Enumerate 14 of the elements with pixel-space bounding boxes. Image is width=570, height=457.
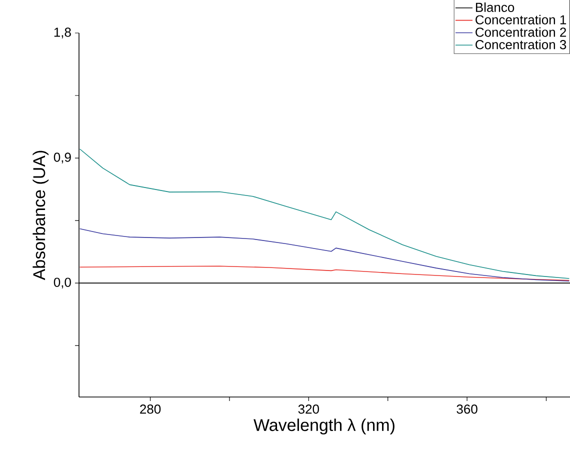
legend-label: Concentration 2 [476,27,566,37]
x-tick-label: 320 [298,404,319,414]
x-axis-title: Wavelength λ (nm) [254,418,394,434]
line-series [79,266,570,281]
legend-label: Concentration 3 [476,40,566,50]
x-tick-label: 280 [140,404,161,414]
legend-label: Concentration 1 [476,14,566,24]
y-tick-label: 0,9 [54,152,71,164]
y-tick-label: 1,8 [54,28,71,38]
y-axis-title: Absorbance (UA) [32,150,49,280]
x-tick-label: 360 [456,404,478,414]
line-series [79,148,570,279]
legend-label: Blanco [476,2,514,12]
y-tick-label: 0,0 [54,278,71,288]
